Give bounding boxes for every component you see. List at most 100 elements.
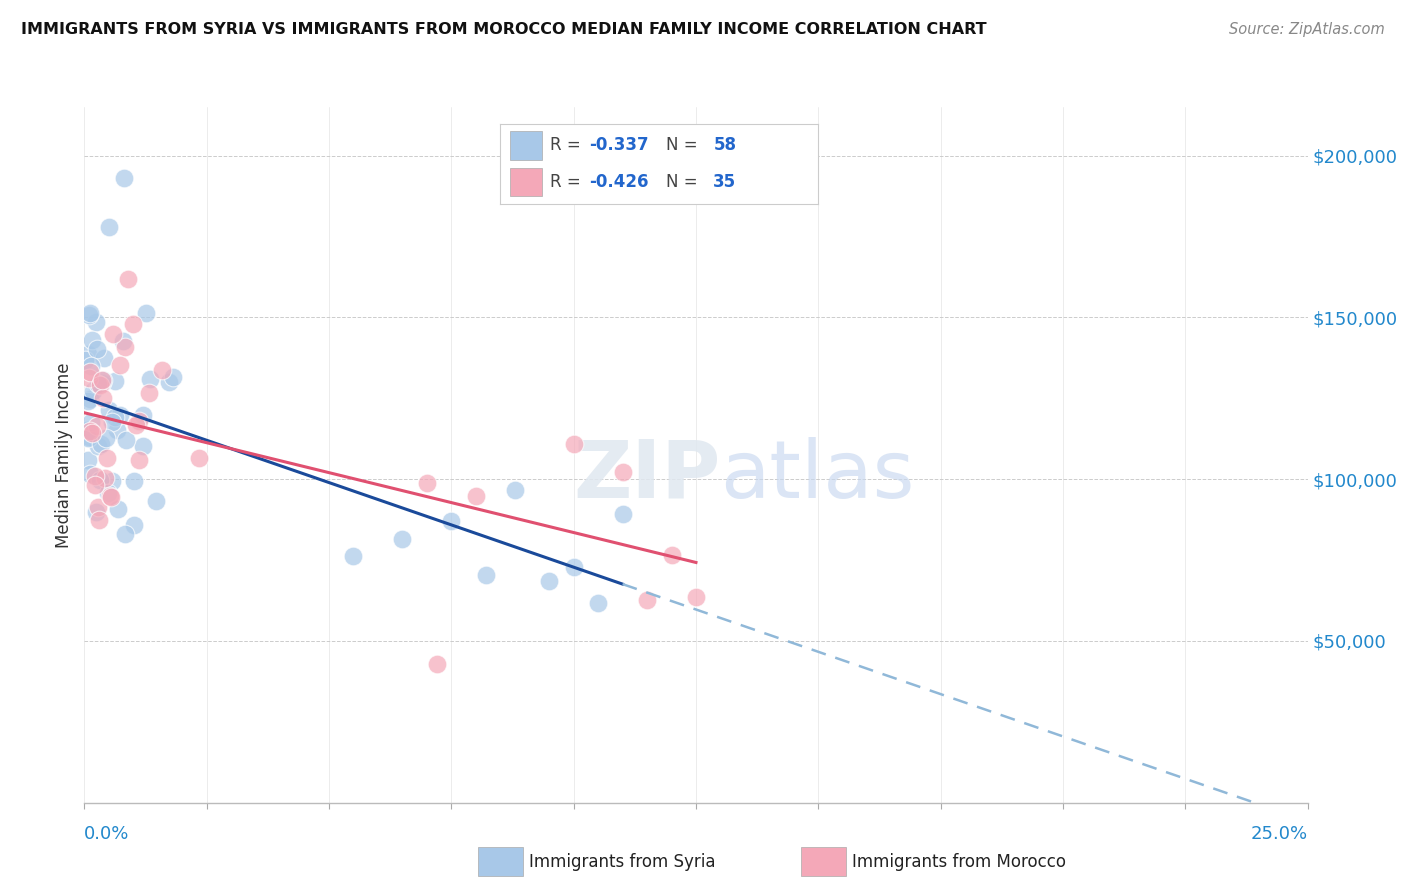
Text: 25.0%: 25.0% [1250,825,1308,843]
Text: 0.0%: 0.0% [84,825,129,843]
Point [76,430,98,444]
Point [104,374,127,388]
Point [96,450,118,465]
Point [98,489,121,503]
Point [132,408,155,422]
Point [80,425,103,440]
Point [187,450,209,465]
Point [391,532,413,546]
Point [105,424,128,438]
Point [108,358,131,372]
Point [138,386,160,401]
Point [114,340,136,354]
Point [94,470,117,484]
Text: atlas: atlas [720,437,915,515]
Point [503,483,526,497]
Point [122,518,145,533]
Point [76,393,98,408]
Point [612,508,634,522]
Point [91,391,114,405]
Point [80,359,103,373]
Point [79,424,101,438]
Point [117,271,139,285]
Point [112,171,135,186]
Point [685,590,707,604]
Point [84,468,107,483]
Point [79,365,101,379]
Point [97,486,120,500]
Point [84,315,107,329]
Point [586,596,609,610]
Point [79,306,101,320]
Point [122,317,145,331]
Point [84,505,107,519]
Point [104,410,127,425]
Point [464,489,486,503]
Point [125,417,148,432]
Point [110,409,132,423]
Point [76,346,98,360]
Point [636,592,658,607]
Point [135,306,157,320]
Text: ZIP: ZIP [574,437,720,515]
Point [82,384,104,398]
Point [562,437,585,451]
Point [73,352,96,367]
Point [79,392,101,406]
Point [101,474,124,488]
Point [80,415,103,429]
Point [150,363,173,377]
Point [132,438,155,452]
Point [100,490,122,504]
Point [538,574,561,589]
Point [128,453,150,467]
Point [122,475,145,489]
Text: Immigrants from Syria: Immigrants from Syria [529,853,716,871]
Y-axis label: Median Family Income: Median Family Income [55,362,73,548]
Point [101,326,124,341]
Point [89,473,111,487]
Point [77,371,100,385]
Point [86,342,108,356]
Point [157,376,180,390]
Point [87,376,110,391]
Point [79,467,101,481]
Point [79,430,101,444]
Point [128,414,150,428]
Point [111,334,134,348]
Point [90,436,112,450]
Point [87,513,110,527]
Point [474,568,496,582]
Point [416,475,439,490]
Point [440,514,463,528]
Point [82,333,104,347]
Point [91,373,114,387]
Point [87,500,110,514]
Point [145,493,167,508]
Point [93,351,115,365]
Point [562,560,585,574]
Text: IMMIGRANTS FROM SYRIA VS IMMIGRANTS FROM MOROCCO MEDIAN FAMILY INCOME CORRELATIO: IMMIGRANTS FROM SYRIA VS IMMIGRANTS FROM… [21,22,987,37]
Point [342,549,364,564]
Point [139,372,162,386]
Text: Source: ZipAtlas.com: Source: ZipAtlas.com [1229,22,1385,37]
Point [87,439,110,453]
Point [77,308,100,322]
Point [612,465,634,479]
Point [114,434,136,448]
Point [89,377,111,392]
Point [426,657,449,671]
Point [76,424,98,438]
Point [101,415,124,429]
Point [90,373,112,387]
Point [107,502,129,516]
Text: Immigrants from Morocco: Immigrants from Morocco [852,853,1066,871]
Point [114,527,136,541]
Point [96,431,118,445]
Point [90,376,112,390]
Point [83,478,105,492]
Point [661,548,683,562]
Point [98,403,121,417]
Point [162,369,184,384]
Point [97,219,120,234]
